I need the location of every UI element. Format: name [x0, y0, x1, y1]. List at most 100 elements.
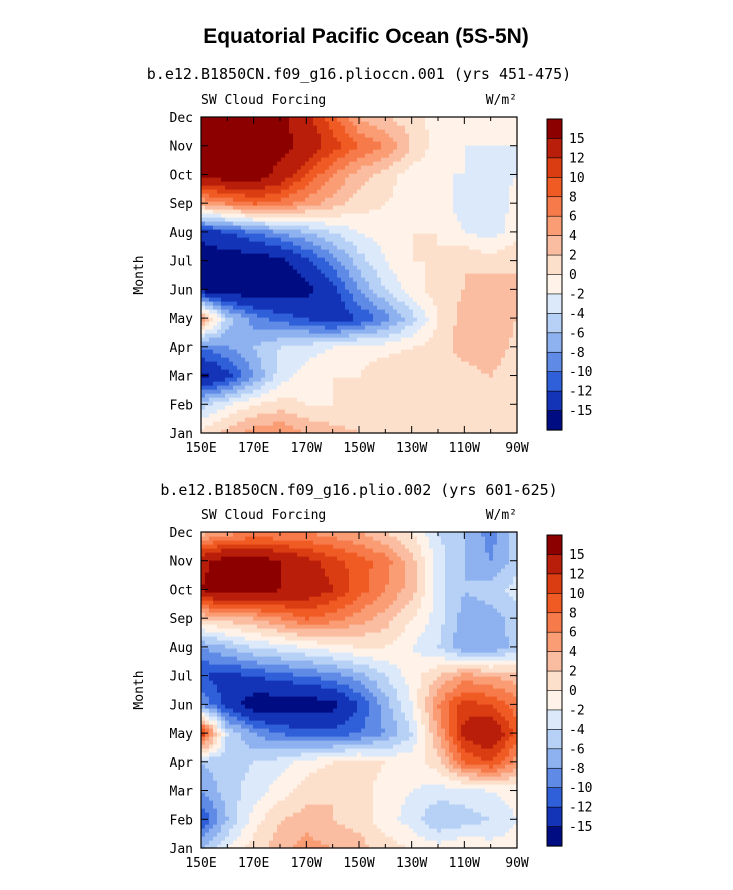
- heatmap-cell: [253, 273, 258, 278]
- heatmap-cell: [325, 409, 330, 414]
- heatmap-cell: [213, 277, 218, 282]
- heatmap-cell: [245, 241, 250, 246]
- heatmap-cell: [221, 201, 226, 206]
- heatmap-cell: [333, 217, 338, 222]
- heatmap-cell: [257, 385, 262, 390]
- heatmap-cell: [241, 417, 246, 422]
- heatmap-cell: [201, 349, 206, 354]
- heatmap-cell: [413, 193, 418, 198]
- heatmap-cell: [373, 393, 378, 398]
- heatmap-cell: [329, 269, 334, 274]
- heatmap-cell: [209, 213, 214, 218]
- heatmap-cell: [305, 193, 310, 198]
- heatmap-cell: [217, 261, 222, 266]
- heatmap-cell: [245, 393, 250, 398]
- heatmap-cell: [205, 381, 210, 386]
- heatmap-cell: [301, 421, 306, 426]
- heatmap-cell: [253, 393, 258, 398]
- heatmap-cell: [333, 261, 338, 266]
- heatmap-cell: [221, 273, 226, 278]
- heatmap-cell: [201, 409, 206, 414]
- heatmap-cell: [437, 237, 442, 242]
- heatmap-cell: [345, 405, 350, 410]
- panel-1: b.e12.B1850CN.f09_g16.plioccn.001 (yrs 4…: [132, 65, 592, 456]
- heatmap-cell: [469, 361, 474, 366]
- heatmap-cell: [401, 321, 406, 326]
- heatmap-cell: [265, 425, 270, 430]
- heatmap-cell: [477, 405, 482, 410]
- heatmap-cell: [213, 301, 218, 306]
- heatmap-cell: [345, 181, 350, 186]
- heatmap-cell: [257, 261, 262, 266]
- heatmap-cell: [237, 425, 242, 430]
- heatmap-cell: [297, 373, 302, 378]
- heatmap-cell: [397, 269, 402, 274]
- heatmap-cell: [301, 293, 306, 298]
- heatmap-cell: [437, 401, 442, 406]
- heatmap-cell: [201, 329, 206, 334]
- heatmap-cell: [329, 313, 334, 318]
- heatmap-cell: [449, 229, 454, 234]
- heatmap-cell: [269, 241, 274, 246]
- heatmap-cell: [261, 229, 266, 234]
- heatmap-cell: [333, 349, 338, 354]
- heatmap-cell: [253, 181, 258, 186]
- heatmap-cell: [301, 353, 306, 358]
- heatmap-cell: [461, 229, 466, 234]
- heatmap-cell: [281, 317, 286, 322]
- heatmap-cell: [513, 285, 518, 290]
- heatmap-cell: [317, 225, 322, 230]
- heatmap-cell: [281, 321, 286, 326]
- heatmap-cell: [381, 389, 386, 394]
- heatmap-cell: [225, 229, 230, 234]
- heatmap-cell: [217, 285, 222, 290]
- heatmap-cell: [285, 377, 290, 382]
- heatmap-cell: [213, 269, 218, 274]
- heatmap-cell: [409, 193, 414, 198]
- heatmap-cell: [285, 305, 290, 310]
- heatmap-cell: [445, 285, 450, 290]
- heatmap-cell: [317, 421, 322, 426]
- heatmap-cell: [397, 405, 402, 410]
- heatmap-cell: [489, 181, 494, 186]
- heatmap-cell: [233, 201, 238, 206]
- heatmap-cell: [509, 353, 514, 358]
- heatmap-cell: [493, 413, 498, 418]
- heatmap-cell: [333, 329, 338, 334]
- heatmap-cell: [281, 281, 286, 286]
- heatmap-cell: [405, 397, 410, 402]
- heatmap-cell: [377, 181, 382, 186]
- heatmap-cell: [505, 397, 510, 402]
- heatmap-cell: [429, 429, 434, 434]
- heatmap-cell: [345, 237, 350, 242]
- heatmap-cell: [205, 313, 210, 318]
- heatmap-cell: [237, 229, 242, 234]
- heatmap-cell: [353, 413, 358, 418]
- heatmap-cell: [401, 353, 406, 358]
- heatmap-cell: [461, 197, 466, 202]
- heatmap-cell: [201, 177, 206, 182]
- heatmap-cell: [509, 265, 514, 270]
- heatmap-cell: [457, 245, 462, 250]
- heatmap-cell: [345, 409, 350, 414]
- heatmap-cell: [469, 393, 474, 398]
- heatmap-cell: [493, 357, 498, 362]
- heatmap-cell: [377, 217, 382, 222]
- heatmap-cell: [373, 313, 378, 318]
- heatmap-cell: [349, 377, 354, 382]
- heatmap-cell: [461, 289, 466, 294]
- heatmap-cell: [269, 325, 274, 330]
- heatmap-cell: [321, 333, 326, 338]
- heatmap-cell: [501, 185, 506, 190]
- heatmap-cell: [461, 245, 466, 250]
- heatmap-cell: [253, 329, 258, 334]
- heatmap-cell: [389, 277, 394, 282]
- heatmap-cell: [433, 273, 438, 278]
- heatmap-cell: [237, 401, 242, 406]
- heatmap-cell: [365, 237, 370, 242]
- heatmap-cell: [421, 229, 426, 234]
- heatmap-cell: [349, 369, 354, 374]
- heatmap-cell: [273, 261, 278, 266]
- heatmap-cell: [317, 345, 322, 350]
- heatmap-cell: [273, 353, 278, 358]
